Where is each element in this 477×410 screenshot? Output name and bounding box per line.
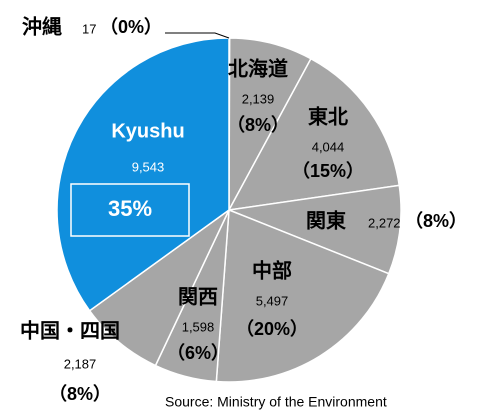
slice-name: 中部 (252, 258, 292, 282)
leader-line (165, 32, 230, 39)
value-label: 17 (82, 21, 96, 36)
pie-slice (226, 184, 402, 275)
share-label: （20%） (236, 319, 308, 339)
share-box (70, 183, 190, 237)
slice-name: 中国・四国 (20, 318, 120, 342)
value-label: 5,497 (256, 293, 289, 308)
pie-slice (56, 37, 230, 312)
share-label: 35% (108, 196, 152, 221)
share-label: （8%） (49, 384, 111, 404)
share-label: （8%） (405, 211, 467, 231)
source-note: Source: Ministry of the Environment (165, 394, 387, 410)
pie-slice (215, 208, 390, 383)
slice-name: 北海道 (228, 56, 288, 80)
slice-name: 東北 (308, 105, 348, 128)
value-label: 1,598 (182, 319, 215, 334)
slice-name: 沖縄 (22, 14, 62, 38)
slice-name: 関西 (178, 285, 218, 308)
pie-slice (227, 57, 401, 211)
share-label: （8%） (227, 115, 289, 135)
share-label: （0%） (100, 17, 162, 37)
value-label: 2,187 (64, 356, 97, 371)
slice-name: 関東 (306, 209, 346, 232)
slice-name: Kyushu (111, 120, 184, 142)
share-label: （6%） (167, 343, 229, 363)
value-label: 4,044 (312, 139, 345, 154)
value-label: 9,543 (132, 159, 165, 174)
value-label: 2,272 (368, 215, 401, 230)
share-label: （15%） (292, 161, 364, 181)
value-label: 2,139 (242, 91, 275, 106)
